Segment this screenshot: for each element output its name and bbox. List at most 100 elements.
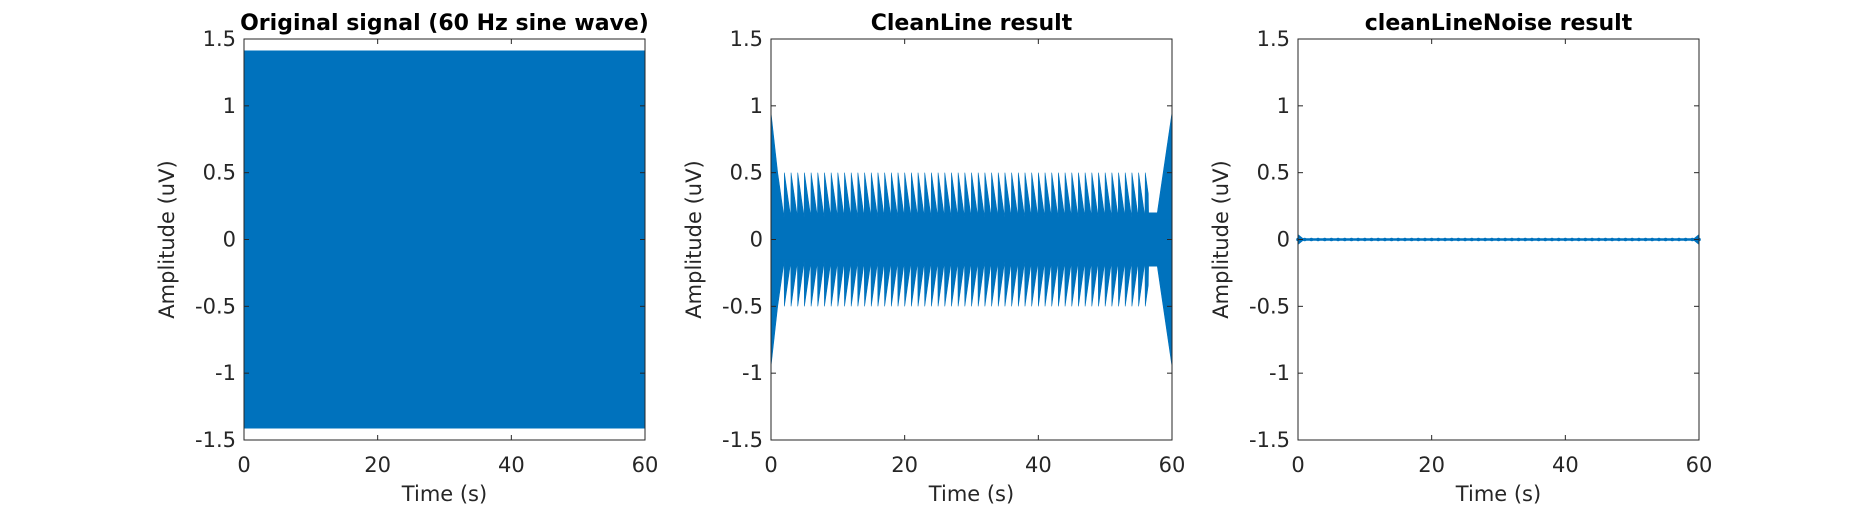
series-point-cleanlinenoise xyxy=(1476,237,1481,242)
y-tick-label: 0.5 xyxy=(1257,161,1290,185)
series-point-cleanlinenoise xyxy=(1563,237,1568,242)
series-point-cleanlinenoise xyxy=(1423,237,1427,242)
chart-title: CleanLine result xyxy=(871,11,1073,36)
series-point-cleanlinenoise xyxy=(1322,237,1327,242)
series-point-cleanlinenoise xyxy=(1469,237,1474,242)
series-point-cleanlinenoise xyxy=(1463,237,1467,242)
series-point-cleanlinenoise xyxy=(1363,237,1367,242)
y-tick-label: -1 xyxy=(742,361,763,385)
series-point-cleanlinenoise xyxy=(1349,237,1354,242)
series-point-cleanlinenoise xyxy=(1356,237,1360,242)
series-point-cleanlinenoise xyxy=(1650,237,1655,242)
series-point-cleanlinenoise xyxy=(1396,237,1401,242)
series-point-cleanlinenoise xyxy=(1590,237,1594,242)
x-axis-label: Time (s) xyxy=(928,482,1014,506)
y-tick-label: 0 xyxy=(1277,228,1290,252)
series-point-cleanlinenoise xyxy=(1483,237,1487,242)
y-tick-label: -0.5 xyxy=(1249,294,1290,318)
series-point-cleanlinenoise xyxy=(1630,237,1634,242)
series-point-cleanlinenoise xyxy=(1376,237,1380,242)
series-point-cleanlinenoise xyxy=(1449,237,1454,242)
series-point-cleanlinenoise xyxy=(1309,237,1314,242)
series-point-cleanlinenoise xyxy=(1556,237,1561,242)
y-tick-label: 1.5 xyxy=(730,27,763,51)
series-point-cleanlinenoise xyxy=(1530,237,1534,242)
y-tick-label: -1.5 xyxy=(195,428,236,452)
series-point-cleanlinenoise xyxy=(1583,237,1588,242)
series-point-cleanlinenoise xyxy=(1523,237,1528,242)
y-tick-label: -0.5 xyxy=(722,294,763,318)
y-tick-label: -1 xyxy=(1269,361,1290,385)
y-tick-label: 0.5 xyxy=(203,161,236,185)
y-axis-label: Amplitude (uV) xyxy=(155,160,179,318)
series-point-cleanlinenoise xyxy=(1443,237,1447,242)
series-point-cleanlinenoise xyxy=(1416,237,1421,242)
y-tick-label: -1 xyxy=(215,361,236,385)
series-point-cleanlinenoise xyxy=(1536,237,1541,242)
y-tick-label: 0.5 xyxy=(730,161,763,185)
series-point-cleanlinenoise xyxy=(1677,237,1681,242)
x-tick-label: 60 xyxy=(632,453,659,477)
y-tick-label: 0 xyxy=(223,228,236,252)
series-point-cleanlinenoise xyxy=(1503,237,1507,242)
series-point-cleanlinenoise xyxy=(1316,237,1320,242)
series-point-cleanlinenoise xyxy=(1683,237,1688,242)
series-core-cleanline xyxy=(771,219,1172,260)
series-point-cleanlinenoise xyxy=(1336,237,1340,242)
series-point-cleanlinenoise xyxy=(1576,237,1581,242)
x-axis-label: Time (s) xyxy=(401,482,487,506)
chart-title: Original signal (60 Hz sine wave) xyxy=(240,11,649,36)
series-point-cleanlinenoise xyxy=(1617,237,1621,242)
chart-panel-3: 1.510.50-0.5-1-1.50 20 40 60cleanLineNoise … xyxy=(1209,11,1712,506)
series-point-cleanlinenoise xyxy=(1670,237,1675,242)
x-tick-label: 20 xyxy=(364,453,391,477)
x-axis-label: Time (s) xyxy=(1455,482,1541,506)
y-tick-label: -0.5 xyxy=(195,294,236,318)
y-tick-label: 1.5 xyxy=(203,27,236,51)
y-tick-label: -1.5 xyxy=(1249,428,1290,452)
series-point-cleanlinenoise xyxy=(1429,237,1434,242)
x-tick-label: 20 xyxy=(891,453,918,477)
series-point-cleanlinenoise xyxy=(1550,237,1554,242)
series-point-cleanlinenoise xyxy=(1342,237,1347,242)
x-tick-label: 20 xyxy=(1418,453,1445,477)
x-tick-label: 40 xyxy=(1552,453,1579,477)
series-point-cleanlinenoise xyxy=(1570,237,1574,242)
series-point-cleanlinenoise xyxy=(1496,237,1501,242)
y-tick-label: -1.5 xyxy=(722,428,763,452)
y-tick-label: 1.5 xyxy=(1257,27,1290,51)
x-tick-label: 60 xyxy=(1159,453,1186,477)
y-tick-label: 1 xyxy=(750,94,763,118)
series-point-cleanlinenoise xyxy=(1409,237,1414,242)
series-point-cleanlinenoise xyxy=(1516,237,1521,242)
series-line-original-signal xyxy=(244,50,645,429)
x-tick-label: 0 xyxy=(764,453,777,477)
series-point-cleanlinenoise xyxy=(1637,237,1641,242)
series-point-cleanlinenoise xyxy=(1389,237,1394,242)
x-tick-label: 0 xyxy=(1291,453,1304,477)
x-tick-label: 60 xyxy=(1686,453,1713,477)
series-point-cleanlinenoise xyxy=(1603,237,1608,242)
y-tick-label: 1 xyxy=(223,94,236,118)
y-axis-label: Amplitude (uV) xyxy=(1209,160,1233,318)
series-point-cleanlinenoise xyxy=(1436,237,1441,242)
series-point-cleanlinenoise xyxy=(1623,237,1628,242)
x-tick-label: 40 xyxy=(498,453,525,477)
series-point-cleanlinenoise xyxy=(1663,237,1668,242)
x-tick-label: 40 xyxy=(1025,453,1052,477)
y-axis-label: Amplitude (uV) xyxy=(682,160,706,318)
series-point-cleanlinenoise xyxy=(1329,237,1334,242)
x-tick-label: 0 xyxy=(237,453,250,477)
series-point-cleanlinenoise xyxy=(1456,237,1461,242)
series-point-cleanlinenoise xyxy=(1657,237,1661,242)
series-point-cleanlinenoise xyxy=(1543,237,1548,242)
series-point-cleanlinenoise xyxy=(1610,237,1614,242)
y-tick-label: 1 xyxy=(1277,94,1290,118)
series-point-cleanlinenoise xyxy=(1490,237,1494,242)
series-point-cleanlinenoise xyxy=(1643,237,1648,242)
series-point-cleanlinenoise xyxy=(1369,237,1374,242)
